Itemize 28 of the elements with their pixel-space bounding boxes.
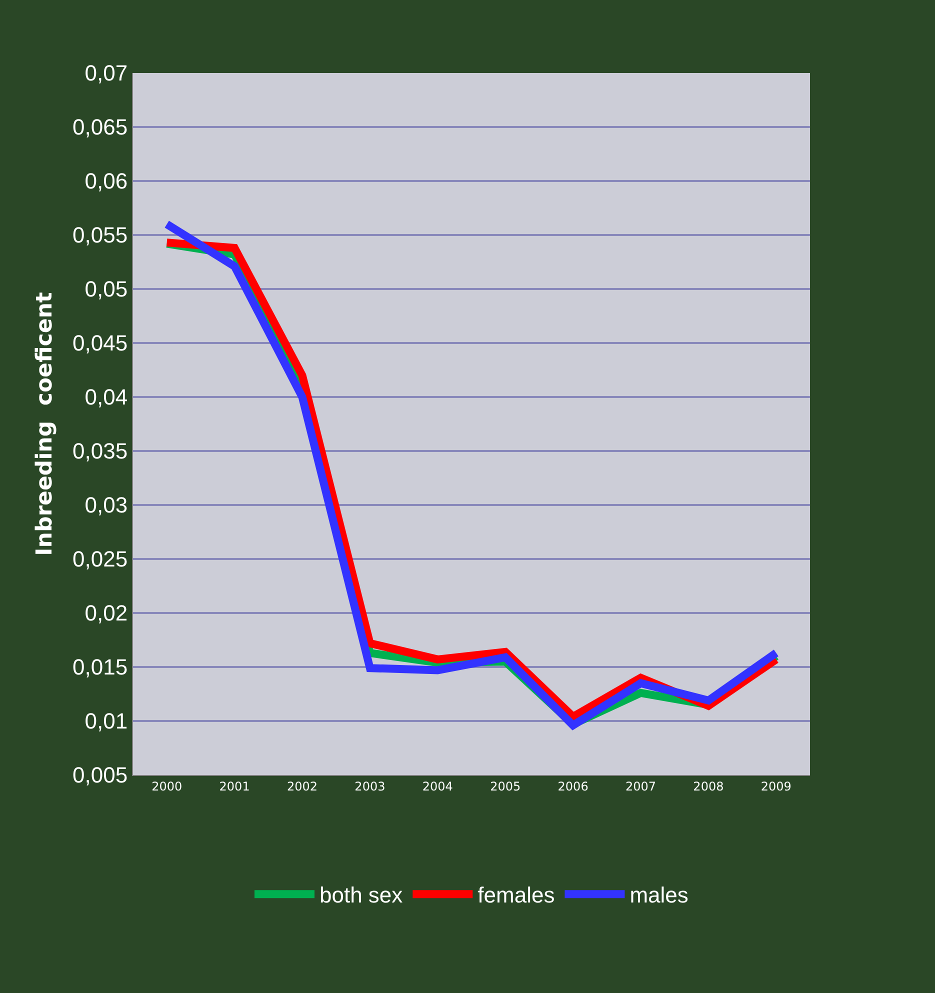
y-axis-title: Inbreeding coeficent — [32, 292, 58, 556]
y-tick-label: 0,07 — [84, 60, 128, 86]
y-tick-label: 0,01 — [84, 708, 128, 734]
y-tick-label: 0,025 — [72, 546, 128, 572]
y-tick-label: 0,03 — [84, 492, 128, 518]
x-tick-label: 2000 — [152, 779, 182, 794]
y-tick-label: 0,02 — [84, 600, 128, 626]
y-tick-label: 0,035 — [72, 438, 128, 464]
y-tick-label: 0,015 — [72, 654, 128, 680]
y-tick-label: 0,045 — [72, 330, 128, 356]
legend-label: both sex — [320, 882, 403, 908]
x-tick-label: 2009 — [760, 779, 792, 794]
x-tick-label: 2004 — [422, 779, 453, 794]
y-tick-label: 0,055 — [72, 222, 128, 248]
x-tick-label: 2008 — [693, 779, 724, 794]
y-tick-label: 0,04 — [84, 384, 128, 410]
x-tick-label: 2006 — [558, 779, 588, 794]
x-tick-label: 2003 — [354, 779, 386, 794]
x-tick-label: 2005 — [490, 779, 521, 794]
x-tick-label: 2002 — [286, 779, 318, 794]
legend-label: males — [630, 882, 688, 908]
x-tick-label: 2001 — [219, 779, 250, 794]
y-tick-label: 0,065 — [72, 114, 128, 140]
y-tick-label: 0,005 — [72, 762, 128, 788]
y-tick-label: 0,05 — [84, 276, 128, 302]
y-tick-label: 0,06 — [84, 168, 128, 194]
x-tick-label: 2007 — [625, 779, 656, 794]
legend-label: females — [478, 882, 555, 908]
